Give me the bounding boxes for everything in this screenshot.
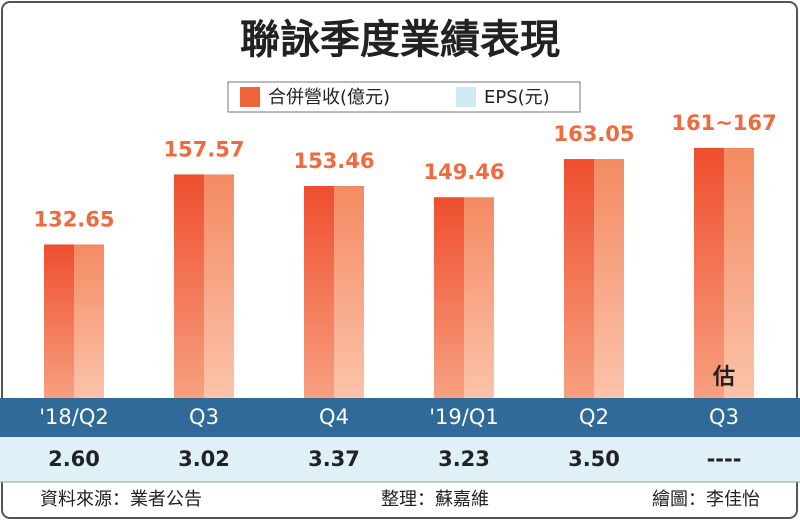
bar-half <box>564 159 594 398</box>
bar <box>44 244 104 398</box>
bar-half <box>204 174 234 398</box>
note: 資料來源：業者公告 <box>40 489 202 510</box>
bar <box>694 147 754 398</box>
bar-half <box>594 159 624 398</box>
eps-label: ---- <box>707 447 742 471</box>
bar <box>174 174 234 398</box>
legend-label: EPS(元) <box>484 87 550 108</box>
bar-half <box>724 147 754 398</box>
value-label: 153.46 <box>293 149 374 173</box>
x-tick-label: Q4 <box>319 405 349 429</box>
bar-half <box>694 147 724 398</box>
legend-label: 合併營收(億元) <box>268 87 390 108</box>
value-label: 161~167 <box>671 111 776 135</box>
x-tick-label: Q2 <box>579 405 609 429</box>
x-tick-label: Q3 <box>189 405 219 429</box>
chart-title: 聯詠季度業績表現 <box>240 17 560 63</box>
x-tick-label: '19/Q1 <box>429 405 498 429</box>
bar <box>564 159 624 398</box>
value-label: 132.65 <box>33 207 114 231</box>
bar-half <box>174 174 204 398</box>
x-tick-label: Q3 <box>709 405 739 429</box>
bar <box>434 197 494 398</box>
eps-label: 3.23 <box>438 447 490 471</box>
bar-half <box>434 197 464 398</box>
value-label: 149.46 <box>423 160 504 184</box>
eps-band <box>0 437 800 482</box>
annotation: 估 <box>712 365 735 390</box>
bar-half <box>334 185 364 398</box>
x-tick-label: '18/Q2 <box>39 405 108 429</box>
bar <box>304 185 364 398</box>
value-label: 157.57 <box>163 137 244 161</box>
eps-label: 2.60 <box>48 447 100 471</box>
note: 整理：蘇嘉維 <box>381 489 489 510</box>
eps-label: 3.50 <box>568 447 620 471</box>
category-band <box>0 398 800 437</box>
legend-swatch <box>240 87 260 107</box>
note: 繪圖：李佳怡 <box>652 489 760 510</box>
value-label: 163.05 <box>553 122 634 146</box>
eps-label: 3.02 <box>178 447 230 471</box>
legend-swatch <box>456 87 476 107</box>
bar-half <box>74 244 104 398</box>
bar-half <box>464 197 494 398</box>
bar-half <box>304 185 334 398</box>
legend-box <box>227 81 581 113</box>
bar-half <box>44 244 74 398</box>
eps-label: 3.37 <box>308 447 360 471</box>
